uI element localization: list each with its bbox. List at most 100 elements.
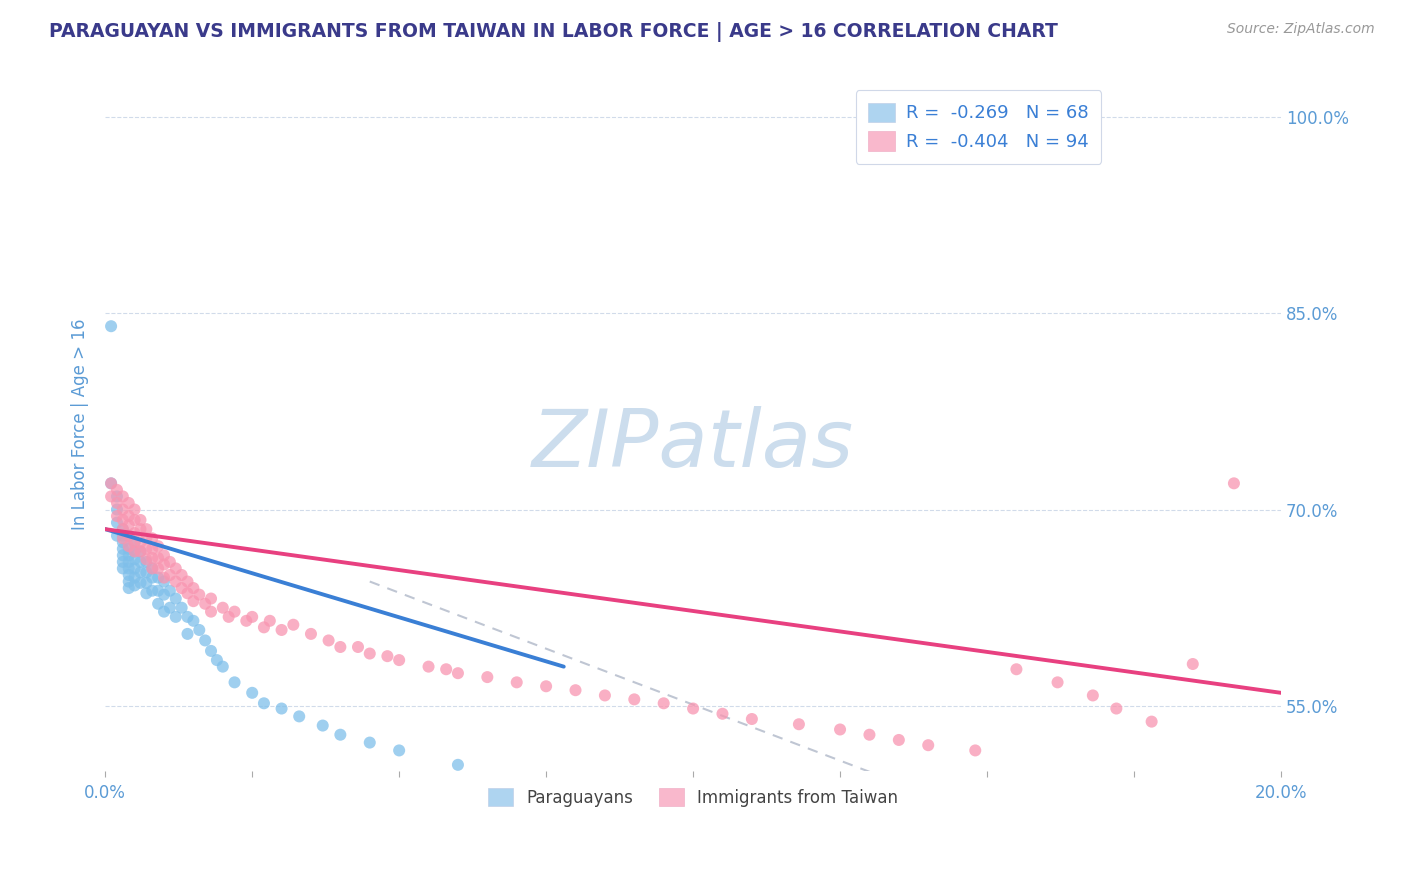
Point [124, 544, 146, 558]
Point [124, 571, 146, 585]
Point [118, 581, 141, 595]
Point [235, 614, 257, 628]
Point [347, 640, 370, 654]
Point [146, 571, 169, 585]
Point [176, 610, 198, 624]
Point [146, 583, 169, 598]
Point [129, 544, 152, 558]
Y-axis label: In Labor Force | Age > 16: In Labor Force | Age > 16 [72, 318, 89, 530]
Point [135, 586, 157, 600]
Point [159, 555, 181, 569]
Point [118, 541, 141, 556]
Point [329, 728, 352, 742]
Point [259, 614, 281, 628]
Point [111, 522, 134, 536]
Point [141, 531, 163, 545]
Point [111, 555, 134, 569]
Point [118, 518, 141, 533]
Point [434, 662, 457, 676]
Point [159, 583, 181, 598]
Point [105, 483, 128, 497]
Point [159, 568, 181, 582]
Text: PARAGUAYAN VS IMMIGRANTS FROM TAIWAN IN LABOR FORCE | AGE > 16 CORRELATION CHART: PARAGUAYAN VS IMMIGRANTS FROM TAIWAN IN … [49, 22, 1059, 42]
Point [135, 522, 157, 536]
Point [111, 535, 134, 549]
Point [388, 743, 411, 757]
Point [170, 568, 193, 582]
Point [118, 555, 141, 569]
Point [887, 733, 910, 747]
Point [118, 529, 141, 543]
Point [447, 757, 470, 772]
Point [118, 574, 141, 589]
Point [105, 496, 128, 510]
Point [194, 633, 217, 648]
Point [183, 614, 205, 628]
Point [787, 717, 810, 731]
Point [534, 775, 557, 789]
Point [111, 531, 134, 545]
Point [100, 476, 122, 491]
Point [211, 659, 233, 673]
Point [129, 575, 152, 590]
Point [200, 591, 222, 606]
Point [965, 743, 987, 757]
Point [141, 551, 163, 566]
Point [828, 723, 851, 737]
Point [200, 605, 222, 619]
Point [312, 718, 335, 732]
Point [741, 712, 763, 726]
Point [135, 575, 157, 590]
Point [652, 696, 675, 710]
Point [253, 620, 276, 634]
Point [165, 591, 187, 606]
Point [623, 692, 645, 706]
Point [159, 600, 181, 615]
Point [240, 610, 263, 624]
Point [183, 581, 205, 595]
Point [105, 502, 128, 516]
Point [200, 644, 222, 658]
Point [111, 513, 134, 527]
Point [176, 574, 198, 589]
Point [1005, 662, 1028, 676]
Point [211, 600, 233, 615]
Point [129, 535, 152, 549]
Point [129, 522, 152, 536]
Point [129, 544, 152, 558]
Point [858, 728, 880, 742]
Point [188, 588, 211, 602]
Point [288, 709, 311, 723]
Point [141, 561, 163, 575]
Point [176, 627, 198, 641]
Point [146, 597, 169, 611]
Point [124, 552, 146, 566]
Point [111, 502, 134, 516]
Point [388, 653, 411, 667]
Point [194, 597, 217, 611]
Point [118, 549, 141, 563]
Point [917, 738, 939, 752]
Point [153, 571, 176, 585]
Point [135, 531, 157, 545]
Point [135, 552, 157, 566]
Point [534, 679, 557, 693]
Point [118, 568, 141, 582]
Point [124, 502, 146, 516]
Point [111, 549, 134, 563]
Point [240, 686, 263, 700]
Point [118, 496, 141, 510]
Text: ZIPatlas: ZIPatlas [531, 406, 855, 484]
Point [176, 586, 198, 600]
Point [318, 633, 340, 648]
Point [129, 555, 152, 569]
Point [124, 544, 146, 558]
Point [124, 513, 146, 527]
Point [124, 578, 146, 592]
Point [447, 666, 470, 681]
Point [153, 588, 176, 602]
Point [153, 605, 176, 619]
Point [118, 539, 141, 553]
Point [146, 539, 169, 553]
Point [224, 605, 246, 619]
